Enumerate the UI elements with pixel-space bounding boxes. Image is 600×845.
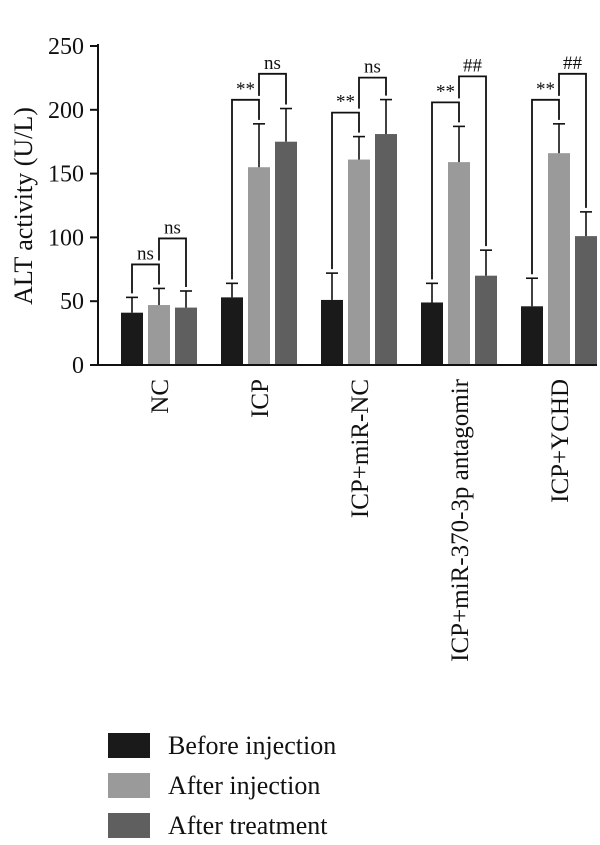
- bar: [175, 307, 197, 365]
- y-axis-label: ALT activity (U/L): [9, 107, 38, 305]
- significance-bracket: [558, 72, 587, 208]
- bar: [148, 305, 170, 365]
- significance-label: **: [436, 81, 455, 102]
- bar: [375, 134, 397, 365]
- significance-bracket: [331, 111, 360, 270]
- bar: [548, 153, 570, 365]
- significance-bracket: [358, 76, 387, 109]
- significance-label: ##: [563, 53, 583, 74]
- significance-bracket: [258, 72, 287, 105]
- significance-bracket: [131, 263, 160, 294]
- x-tick-label: ICP+YCHD: [547, 379, 574, 503]
- bar: [348, 159, 370, 365]
- significance-label: ns: [164, 217, 181, 238]
- significance-label: **: [336, 92, 355, 113]
- y-tick-label: 0: [72, 353, 84, 379]
- legend-swatch: [108, 813, 150, 838]
- bar: [321, 299, 343, 365]
- legend-swatch: [108, 773, 150, 798]
- x-tick-label: ICP: [247, 379, 274, 418]
- bars-layer: [121, 134, 597, 365]
- x-tick-label: ICP+miR-NC: [347, 379, 374, 518]
- significance-label: ns: [137, 243, 154, 264]
- error-bars-layer: [126, 98, 592, 313]
- bar: [275, 141, 297, 365]
- y-tick-label: 150: [48, 162, 84, 188]
- bar: [475, 275, 497, 365]
- significance-bracket: [531, 98, 560, 275]
- legend: Before injection After injection After tre…: [108, 731, 336, 840]
- legend-label: After treatment: [168, 811, 328, 840]
- y-tick-label: 100: [48, 225, 84, 251]
- bar: [248, 167, 270, 365]
- bar: [575, 236, 597, 365]
- significance-label: ##: [463, 55, 483, 76]
- significance-bracket: [231, 98, 260, 280]
- bar: [121, 312, 143, 365]
- legend-label: After injection: [168, 771, 320, 800]
- significance-label: ns: [364, 57, 381, 78]
- bar: [221, 297, 243, 365]
- x-tick-label: NC: [147, 379, 174, 414]
- significance-label: ns: [264, 53, 281, 74]
- y-tick-label: 50: [60, 289, 84, 315]
- significance-bracket: [431, 101, 460, 280]
- significance-label: **: [236, 79, 255, 100]
- significance-bracket: [458, 75, 487, 247]
- bar: [521, 306, 543, 365]
- axes-layer: 0 50 100 150 200 250 NC ICP ICP+miR-NC ICP+miR-37…: [48, 34, 597, 662]
- bar: [448, 162, 470, 365]
- bar: [421, 302, 443, 365]
- legend-swatch: [108, 733, 150, 758]
- significance-bracket: [158, 237, 187, 287]
- y-tick-label: 200: [48, 98, 84, 124]
- x-tick-label: ICP+miR-370-3p antagomir: [447, 378, 474, 661]
- legend-label: Before injection: [168, 731, 336, 760]
- significance-label: **: [536, 79, 555, 100]
- y-tick-label: 250: [48, 34, 84, 60]
